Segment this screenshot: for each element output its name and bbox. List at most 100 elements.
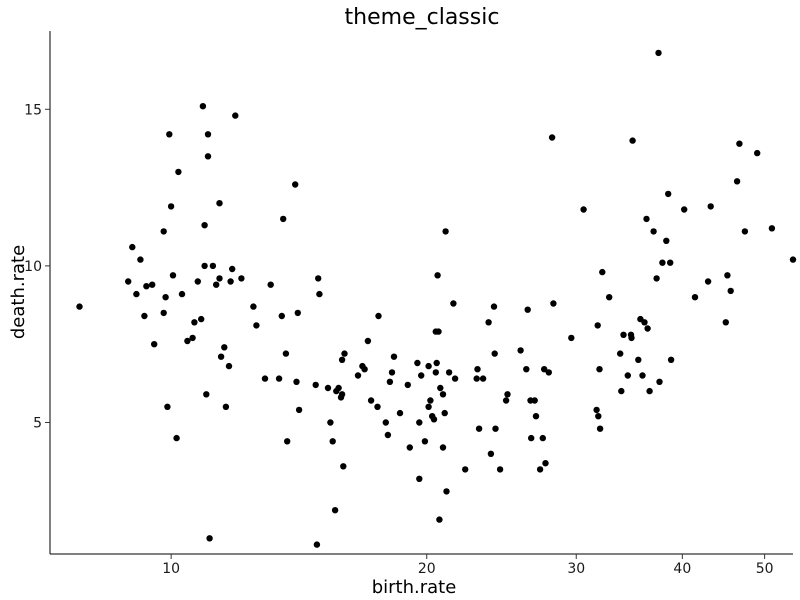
data-point — [427, 397, 434, 404]
data-point — [474, 366, 481, 373]
data-point — [338, 356, 346, 363]
data-point — [580, 206, 587, 213]
data-point — [432, 369, 439, 376]
data-point — [338, 391, 346, 398]
data-point — [691, 294, 699, 301]
data-point — [191, 319, 198, 326]
y-axis-ticks: 5 10 15 — [24, 102, 50, 431]
data-point — [624, 372, 631, 379]
data-point — [203, 391, 210, 398]
data-point — [596, 366, 603, 373]
x-tick-label: 20 — [418, 561, 436, 577]
data-point — [418, 372, 425, 379]
data-point — [133, 290, 140, 298]
data-point — [629, 137, 636, 144]
x-tick-label: 10 — [162, 561, 180, 577]
data-point — [201, 262, 208, 270]
data-point — [628, 334, 635, 342]
data-point — [479, 375, 487, 382]
data-point — [295, 406, 303, 414]
data-point — [275, 375, 283, 382]
data-point — [442, 228, 449, 235]
data-point — [396, 409, 404, 417]
data-point — [539, 434, 546, 442]
data-point — [167, 203, 175, 210]
data-point — [267, 281, 274, 288]
data-point — [361, 366, 368, 373]
data-point — [595, 413, 602, 420]
data-point — [282, 350, 290, 357]
data-point — [789, 256, 797, 263]
data-point — [312, 381, 319, 389]
data-point — [490, 303, 498, 310]
data-point — [451, 375, 459, 382]
data-point — [548, 134, 556, 141]
data-point — [221, 344, 228, 351]
data-point — [646, 387, 653, 395]
data-point — [727, 287, 734, 295]
data-point — [545, 369, 552, 376]
x-axis-title: birth.rate — [372, 577, 457, 598]
x-tick-label: 50 — [756, 561, 774, 577]
data-point — [606, 294, 613, 301]
data-point — [388, 369, 396, 376]
data-point — [655, 49, 662, 57]
data-point — [367, 397, 375, 404]
data-point — [475, 425, 483, 432]
data-point — [164, 403, 171, 410]
data-point — [523, 366, 530, 373]
data-point — [437, 384, 444, 392]
data-point — [425, 362, 432, 370]
data-point — [198, 315, 205, 323]
data-point — [280, 215, 287, 223]
data-point — [125, 278, 132, 285]
data-point — [502, 397, 510, 404]
data-point — [707, 203, 714, 210]
data-point — [441, 409, 448, 417]
data-point — [443, 488, 450, 495]
data-point — [436, 516, 443, 523]
data-point — [754, 149, 761, 157]
data-point — [644, 325, 651, 332]
data-point — [250, 303, 257, 310]
data-point — [206, 535, 213, 542]
data-point — [653, 275, 660, 282]
data-point — [416, 419, 423, 426]
data-point — [492, 425, 499, 432]
data-point — [204, 131, 212, 138]
data-point — [462, 466, 469, 473]
data-point — [354, 372, 362, 379]
data-point — [659, 259, 666, 266]
data-point — [435, 328, 442, 335]
data-point — [768, 225, 776, 232]
data-point — [294, 309, 301, 317]
x-tick-label: 30 — [567, 561, 585, 577]
data-point — [528, 434, 535, 442]
data-point — [169, 272, 177, 279]
data-point — [618, 387, 625, 395]
data-point — [162, 294, 169, 301]
data-point — [722, 319, 729, 326]
data-point — [594, 322, 601, 329]
data-point — [439, 391, 447, 398]
y-tick-label: 10 — [24, 259, 42, 275]
data-point — [194, 278, 201, 285]
data-point — [496, 466, 504, 473]
data-point — [473, 375, 480, 382]
data-point — [173, 434, 180, 442]
data-point — [643, 215, 650, 223]
data-point — [434, 272, 441, 279]
data-point — [596, 425, 604, 432]
data-point — [253, 322, 260, 329]
data-point — [487, 450, 495, 457]
data-point — [375, 312, 382, 320]
data-point — [292, 181, 299, 188]
data-point — [178, 290, 186, 298]
data-point — [524, 306, 531, 313]
data-point — [229, 265, 236, 273]
data-point — [227, 278, 234, 285]
data-point — [364, 337, 372, 345]
data-point — [532, 413, 540, 420]
data-point — [541, 366, 548, 373]
data-point — [741, 228, 749, 235]
